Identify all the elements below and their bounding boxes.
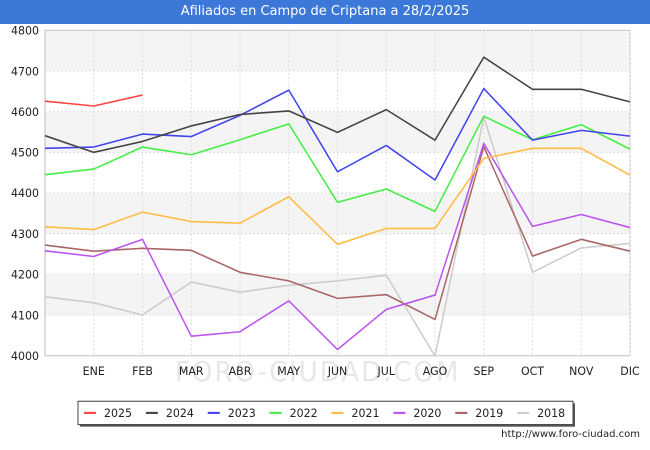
x-tick-label: NOV — [569, 363, 593, 377]
x-tick-label: FEB — [132, 363, 153, 377]
y-tick-label: 4100 — [11, 308, 39, 322]
legend-label-2021: 2021 — [352, 406, 380, 420]
y-tick-label: 4300 — [11, 227, 39, 241]
x-tick-label: OCT — [521, 363, 544, 377]
legend-label-2020: 2020 — [413, 406, 441, 420]
legend-label-2018: 2018 — [537, 406, 565, 420]
x-tick-label: JUL — [377, 363, 396, 377]
x-axis: ENE FEB MAR ABR MAY JUN JUL AGO SEP OCT NOV DIC — [83, 363, 640, 377]
legend-label-2024: 2024 — [166, 406, 194, 420]
watermark: FORO-CIUDAD.COM — [175, 356, 460, 388]
y-tick-label: 4700 — [11, 64, 39, 78]
legend-label-2019: 2019 — [475, 406, 503, 420]
y-tick-label: 4500 — [11, 145, 39, 159]
y-tick-label: 4800 — [11, 24, 39, 38]
series-lines — [44, 56, 631, 357]
y-axis: 4000 4100 4200 4300 4400 4500 4600 4700 4800 — [11, 24, 39, 363]
chart-title: Afiliados en Campo de Criptana a 28/2/20… — [0, 0, 650, 24]
y-tick-label: 4000 — [11, 349, 39, 363]
series-line-2018 — [44, 116, 631, 357]
plot-band — [45, 30, 630, 72]
legend-label-2022: 2022 — [290, 406, 318, 420]
legend-label-2023: 2023 — [228, 406, 256, 420]
legend-label-2025: 2025 — [104, 406, 132, 420]
x-tick-label: MAR — [179, 363, 204, 377]
y-tick-label: 4200 — [11, 267, 39, 281]
series-line-2019 — [44, 145, 631, 321]
legend-box — [77, 400, 574, 426]
series-line-2020 — [44, 142, 631, 351]
x-tick-label: ABR — [229, 363, 252, 377]
y-tick-label: 4400 — [11, 186, 39, 200]
legend: 2025 2024 2023 2022 2021 2020 2019 2018 — [77, 400, 575, 427]
y-tick-label: 4600 — [11, 105, 39, 119]
series-line-2023 — [44, 87, 631, 181]
source-credit: http://www.foro-ciudad.com — [501, 429, 640, 440]
x-tick-label: SEP — [473, 363, 494, 377]
x-tick-label: MAY — [277, 363, 300, 377]
x-tick-label: DIC — [620, 363, 639, 377]
series-line-2025 — [44, 94, 143, 107]
x-tick-label: JUN — [327, 363, 347, 377]
x-tick-label: AGO — [423, 363, 448, 377]
series-line-2021 — [44, 147, 631, 246]
x-tick-label: ENE — [83, 363, 105, 377]
line-chart: FORO-CIUDAD.COM 4000 4100 4200 4300 4400 4500… — [11, 24, 640, 427]
series-line-2024 — [44, 56, 631, 154]
